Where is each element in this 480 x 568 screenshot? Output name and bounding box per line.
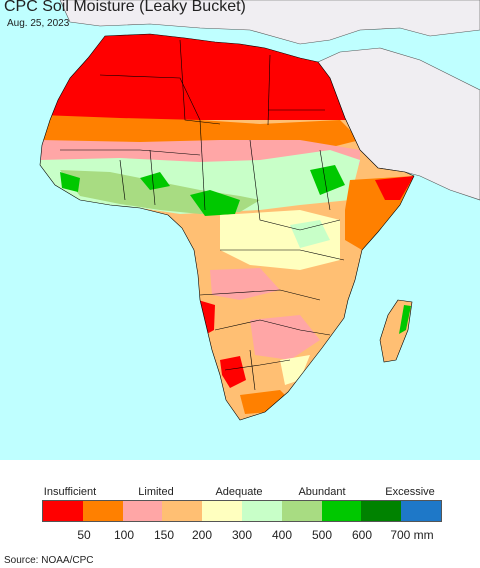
legend-swatch — [401, 501, 441, 521]
legend-category-insufficient: Insufficient — [43, 486, 97, 498]
europe-land — [59, 0, 480, 45]
legend-swatch — [241, 501, 282, 521]
legend-swatch — [361, 501, 402, 521]
legend-tick: 500 — [311, 528, 333, 542]
legend-swatch — [202, 501, 242, 521]
map-title: CPC Soil Moisture (Leaky Bucket) — [4, 0, 246, 15]
legend-swatch — [321, 501, 362, 521]
legend-swatch — [122, 501, 163, 521]
legend-colorbar — [42, 500, 442, 522]
legend-tick: 600 — [351, 528, 373, 542]
map-svg — [0, 0, 480, 460]
legend-tick: 150 — [153, 528, 175, 542]
country-borders — [39, 33, 415, 421]
legend-swatch — [162, 501, 203, 521]
legend-tick: 700 mm — [390, 528, 434, 542]
legend-swatch — [43, 501, 83, 521]
legend-tick: 200 — [191, 528, 213, 542]
legend-tick: 400 — [271, 528, 293, 542]
legend-category-abundant: Abundant — [298, 486, 346, 498]
legend-tick: 100 — [113, 528, 135, 542]
soil-moisture-map: CPC Soil Moisture (Leaky Bucket) Aug. 25… — [0, 0, 480, 460]
source-credit: Source: NOAA/CPC — [4, 555, 94, 566]
legend-tick: 50 — [77, 528, 91, 542]
legend-category-limited: Limited — [138, 486, 174, 498]
legend: Insufficient Limited Adequate Abundant E… — [0, 460, 480, 550]
legend-category-excessive: Excessive — [385, 486, 435, 498]
legend-tick: 300 — [231, 528, 253, 542]
map-date: Aug. 25, 2023 — [7, 18, 70, 29]
legend-swatch — [281, 501, 322, 521]
legend-swatch — [82, 501, 123, 521]
legend-category-adequate: Adequate — [215, 486, 263, 498]
